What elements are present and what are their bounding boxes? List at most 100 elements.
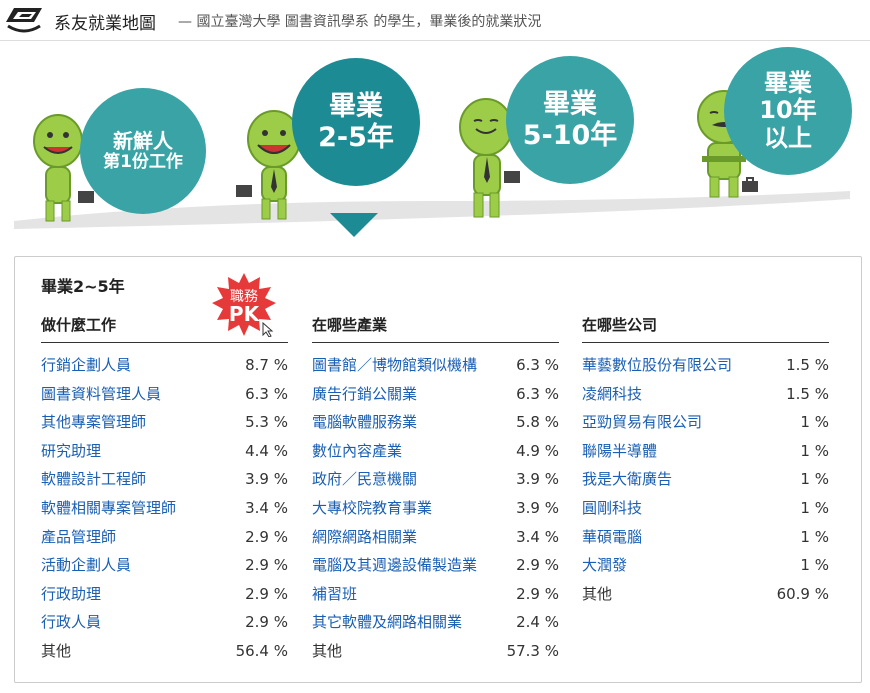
item-name[interactable]: 產品管理師 bbox=[41, 527, 117, 546]
item-name[interactable]: 我是大衛廣告 bbox=[582, 470, 673, 489]
item-name[interactable]: 大專校院教育事業 bbox=[312, 498, 433, 517]
list-item[interactable]: 大專校院教育事業 3.9 % bbox=[312, 494, 559, 523]
list-item[interactable]: 聯陽半導體 1 % bbox=[582, 437, 829, 466]
item-name[interactable]: 華藝數位股份有限公司 bbox=[582, 356, 733, 374]
stage-bubble-newcomer[interactable]: 新鮮人 第1份工作 bbox=[80, 88, 206, 214]
item-percent: 3.9 % bbox=[245, 470, 288, 489]
page-title: 系友就業地圖 bbox=[54, 14, 156, 34]
stage-line: 畢業 bbox=[543, 88, 597, 120]
item-percent: 4.4 % bbox=[245, 441, 288, 460]
item-percent: 1.5 % bbox=[786, 356, 829, 374]
item-name[interactable]: 圖書資料管理人員 bbox=[41, 384, 162, 403]
item-name[interactable]: 活動企劃人員 bbox=[41, 556, 132, 575]
item-percent: 8.7 % bbox=[245, 356, 288, 374]
item-name[interactable]: 電腦軟體服務業 bbox=[312, 413, 418, 432]
item-name[interactable]: 軟體設計工程師 bbox=[41, 470, 147, 489]
item-name[interactable]: 其它軟體及網路相關業 bbox=[312, 613, 463, 632]
item-name[interactable]: 其他專案管理師 bbox=[41, 413, 147, 432]
app-logo-icon bbox=[6, 8, 42, 33]
item-percent: 2.9 % bbox=[245, 556, 288, 575]
briefcase-icon bbox=[742, 177, 758, 192]
item-name[interactable]: 網際網路相關業 bbox=[312, 527, 418, 546]
item-percent: 3.9 % bbox=[516, 470, 559, 489]
hand-cursor-icon bbox=[262, 321, 274, 337]
item-name[interactable]: 圖書館／博物館類似機構 bbox=[312, 356, 478, 374]
list-item[interactable]: 亞勁貿易有限公司 1 % bbox=[582, 408, 829, 437]
list-item[interactable]: 活動企劃人員 2.9 % bbox=[41, 551, 288, 580]
list-item: 其他 60.9 % bbox=[582, 580, 829, 609]
list-item[interactable]: 數位內容產業 4.9 % bbox=[312, 437, 559, 466]
stage-line: 以上 bbox=[764, 123, 812, 152]
item-name: 其他 bbox=[582, 584, 613, 603]
item-percent: 56.4 % bbox=[235, 641, 288, 660]
item-percent: 4.9 % bbox=[516, 441, 559, 460]
item-percent: 60.9 % bbox=[776, 584, 829, 603]
list-item: 其他 56.4 % bbox=[41, 637, 288, 666]
item-name[interactable]: 軟體相關專案管理師 bbox=[41, 498, 177, 517]
list-item[interactable]: 我是大衛廣告 1 % bbox=[582, 465, 829, 494]
item-name[interactable]: 研究助理 bbox=[41, 441, 102, 460]
list-item[interactable]: 其它軟體及網路相關業 2.4 % bbox=[312, 608, 559, 637]
list-item[interactable]: 廣告行銷公關業 6.3 % bbox=[312, 380, 559, 409]
stage-line: 畢業 bbox=[329, 90, 383, 122]
item-name[interactable]: 行政助理 bbox=[41, 584, 102, 603]
stage-bubble-2-5-years[interactable]: 畢業 2-5年 bbox=[292, 58, 420, 186]
item-percent: 1 % bbox=[800, 556, 829, 575]
list-item[interactable]: 研究助理 4.4 % bbox=[41, 437, 288, 466]
panel-title: 畢業2~5年 bbox=[41, 277, 125, 296]
item-percent: 6.3 % bbox=[245, 384, 288, 403]
stage-bubble-5-10-years[interactable]: 畢業 5-10年 bbox=[506, 56, 634, 184]
list-item[interactable]: 大潤發 1 % bbox=[582, 551, 829, 580]
list-item[interactable]: 政府／民意機關 3.9 % bbox=[312, 465, 559, 494]
item-percent: 1.5 % bbox=[786, 384, 829, 403]
item-percent: 3.9 % bbox=[516, 498, 559, 517]
stage-bubble-10-plus-years[interactable]: 畢業 10年 以上 bbox=[724, 47, 852, 175]
item-name[interactable]: 行銷企劃人員 bbox=[41, 356, 132, 374]
stage-line: 新鮮人 bbox=[113, 128, 173, 153]
item-name[interactable]: 亞勁貿易有限公司 bbox=[582, 413, 703, 432]
item-name[interactable]: 行政人員 bbox=[41, 613, 102, 632]
item-percent: 2.4 % bbox=[516, 613, 559, 632]
jobs-heading: 做什麼工作 bbox=[41, 313, 288, 343]
list-item[interactable]: 圖書館／博物館類似機構 6.3 % bbox=[312, 351, 559, 380]
list-item[interactable]: 產品管理師 2.9 % bbox=[41, 523, 288, 552]
list-item[interactable]: 華藝數位股份有限公司 1.5 % bbox=[582, 351, 829, 380]
item-name[interactable]: 電腦及其週邊設備製造業 bbox=[312, 556, 478, 575]
list-item[interactable]: 圖書資料管理人員 6.3 % bbox=[41, 380, 288, 409]
list-item[interactable]: 行政人員 2.9 % bbox=[41, 608, 288, 637]
list-item[interactable]: 軟體設計工程師 3.9 % bbox=[41, 465, 288, 494]
job-pk-badge[interactable]: 職務 PK bbox=[211, 273, 277, 337]
item-name[interactable]: 凌網科技 bbox=[582, 384, 643, 403]
list-item[interactable]: 行政助理 2.9 % bbox=[41, 580, 288, 609]
stage-line: 10年 bbox=[759, 96, 817, 125]
item-name[interactable]: 政府／民意機關 bbox=[312, 470, 418, 489]
item-percent: 2.9 % bbox=[516, 584, 559, 603]
stats-panel: 畢業2~5年 職務 PK 做什麼工作 行銷企劃人員 8.7 % 圖書資料管理人員 6.… bbox=[14, 256, 862, 683]
list-item[interactable]: 其他專案管理師 5.3 % bbox=[41, 408, 288, 437]
graduate-5-10-character-icon bbox=[459, 98, 520, 218]
list-item[interactable]: 電腦軟體服務業 5.8 % bbox=[312, 408, 559, 437]
list-item[interactable]: 凌網科技 1.5 % bbox=[582, 380, 829, 409]
list-item[interactable]: 行銷企劃人員 8.7 % bbox=[41, 351, 288, 380]
companies-heading: 在哪些公司 bbox=[582, 313, 829, 343]
item-name[interactable]: 圓剛科技 bbox=[582, 498, 643, 517]
list-item[interactable]: 圓剛科技 1 % bbox=[582, 494, 829, 523]
list-item[interactable]: 補習班 2.9 % bbox=[312, 580, 559, 609]
list-item: 其他 57.3 % bbox=[312, 637, 559, 666]
item-name[interactable]: 聯陽半導體 bbox=[582, 441, 658, 460]
item-name[interactable]: 補習班 bbox=[312, 584, 358, 603]
item-name[interactable]: 數位內容產業 bbox=[312, 441, 403, 460]
item-name: 其他 bbox=[312, 641, 343, 660]
item-name[interactable]: 大潤發 bbox=[582, 556, 628, 575]
item-percent: 1 % bbox=[800, 470, 829, 489]
item-percent: 2.9 % bbox=[516, 556, 559, 575]
list-item[interactable]: 網際網路相關業 3.4 % bbox=[312, 523, 559, 552]
page-subtitle: — 國立臺灣大學 圖書資訊學系 的學生，畢業後的就業狀況 bbox=[178, 14, 542, 30]
list-item[interactable]: 軟體相關專案管理師 3.4 % bbox=[41, 494, 288, 523]
item-name[interactable]: 廣告行銷公關業 bbox=[312, 384, 418, 403]
header-bar: 系友就業地圖 — 國立臺灣大學 圖書資訊學系 的學生，畢業後的就業狀況 bbox=[0, 0, 870, 41]
item-name[interactable]: 華碩電腦 bbox=[582, 527, 643, 546]
list-item[interactable]: 華碩電腦 1 % bbox=[582, 523, 829, 552]
list-item[interactable]: 電腦及其週邊設備製造業 2.9 % bbox=[312, 551, 559, 580]
item-percent: 3.4 % bbox=[516, 527, 559, 546]
